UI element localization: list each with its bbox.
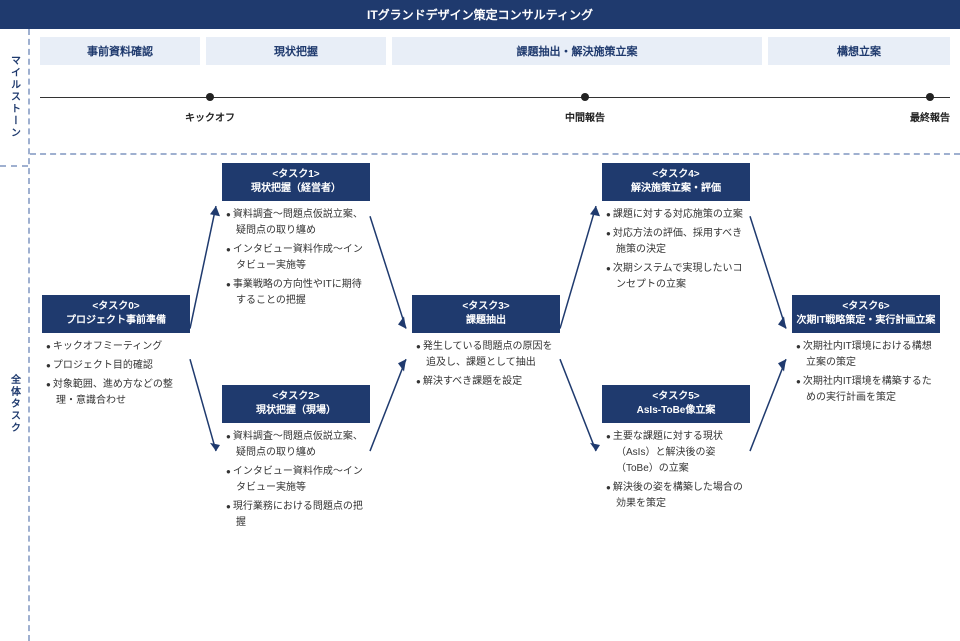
- task-item: プロジェクト目的確認: [46, 358, 186, 374]
- task-item: インタビュー資料作成～インタビュー実施等: [226, 242, 366, 274]
- milestone-dot: [206, 93, 214, 101]
- task-head: <タスク5>AsIs-ToBe像立案: [602, 385, 750, 423]
- task-item: 次期社内IT環境における構想立案の策定: [796, 339, 936, 371]
- task-t3: <タスク3>課題抽出発生している問題点の原因を追及し、課題として抽出解決すべき課…: [412, 295, 560, 393]
- task-item: 対象範囲、進め方などの整理・意識合わせ: [46, 377, 186, 409]
- label-milestone: マイルストーン: [0, 29, 28, 165]
- milestone-label: 最終報告: [910, 109, 950, 124]
- task-item: 解決すべき課題を設定: [416, 374, 556, 390]
- milestone-line: [40, 97, 950, 98]
- task-body: 次期社内IT環境における構想立案の策定次期社内IT環境を構築するための実行計画を…: [792, 333, 940, 406]
- task-head: <タスク2>現状把握（現場）: [222, 385, 370, 423]
- task-body: キックオフミーティングプロジェクト目的確認対象範囲、進め方などの整理・意識合わせ: [42, 333, 190, 409]
- task-item: 次期システムで実現したいコンセプトの立案: [606, 261, 746, 293]
- task-item: インタビュー資料作成～インタビュー実施等: [226, 464, 366, 496]
- main-title: ITグランドデザイン策定コンサルティング: [0, 0, 960, 29]
- task-item: 資料調査～問題点仮説立案、疑問点の取り纏め: [226, 207, 366, 239]
- task-item: 主要な課題に対する現状（AsIs）と解決後の姿（ToBe）の立案: [606, 429, 746, 477]
- task-body: 資料調査～問題点仮説立案、疑問点の取り纏めインタビュー資料作成～インタビュー実施…: [222, 423, 370, 531]
- task-body: 課題に対する対応施策の立案対応方法の評価、採用すべき施策の決定次期システムで実現…: [602, 201, 750, 293]
- milestone-row: キックオフ 中間報告 最終報告: [30, 65, 960, 155]
- task-t6: <タスク6>次期IT戦略策定・実行計画立案次期社内IT環境における構想立案の策定…: [792, 295, 940, 409]
- task-area: <タスク0>プロジェクト事前準備キックオフミーティングプロジェクト目的確認対象範…: [30, 155, 960, 641]
- task-head: <タスク4>解決施策立案・評価: [602, 163, 750, 201]
- left-column: マイルストーン 全体タスク: [0, 29, 28, 641]
- task-t4: <タスク4>解決施策立案・評価課題に対する対応施策の立案対応方法の評価、採用すべ…: [602, 163, 750, 296]
- task-t5: <タスク5>AsIs-ToBe像立案主要な課題に対する現状（AsIs）と解決後の…: [602, 385, 750, 515]
- phase-1: 現状把握: [206, 37, 386, 65]
- task-head: <タスク0>プロジェクト事前準備: [42, 295, 190, 333]
- diagram-root: ITグランドデザイン策定コンサルティング マイルストーン 全体タスク 事前資料確…: [0, 0, 960, 640]
- task-item: 事業戦略の方向性やITに期待することの把握: [226, 277, 366, 309]
- task-item: 資料調査～問題点仮説立案、疑問点の取り纏め: [226, 429, 366, 461]
- phase-2: 課題抽出・解決施策立案: [392, 37, 762, 65]
- right-column: 事前資料確認 現状把握 課題抽出・解決施策立案 構想立案 キックオフ 中間報告 最終…: [28, 29, 960, 641]
- task-item: キックオフミーティング: [46, 339, 186, 355]
- milestone-dot: [926, 93, 934, 101]
- task-t0: <タスク0>プロジェクト事前準備キックオフミーティングプロジェクト目的確認対象範…: [42, 295, 190, 412]
- content: マイルストーン 全体タスク 事前資料確認 現状把握 課題抽出・解決施策立案 構想…: [0, 29, 960, 641]
- task-item: 課題に対する対応施策の立案: [606, 207, 746, 223]
- phase-row: 事前資料確認 現状把握 課題抽出・解決施策立案 構想立案: [30, 29, 960, 65]
- task-t2: <タスク2>現状把握（現場）資料調査～問題点仮説立案、疑問点の取り纏めインタビュ…: [222, 385, 370, 534]
- task-head: <タスク6>次期IT戦略策定・実行計画立案: [792, 295, 940, 333]
- milestone-dot: [581, 93, 589, 101]
- task-t1: <タスク1>現状把握（経営者）資料調査～問題点仮説立案、疑問点の取り纏めインタビ…: [222, 163, 370, 312]
- milestone-label: キックオフ: [185, 109, 235, 124]
- phase-0: 事前資料確認: [40, 37, 200, 65]
- phase-3: 構想立案: [768, 37, 950, 65]
- task-item: 対応方法の評価、採用すべき施策の決定: [606, 226, 746, 258]
- task-head: <タスク3>課題抽出: [412, 295, 560, 333]
- task-item: 現行業務における問題点の把握: [226, 499, 366, 531]
- milestone-label: 中間報告: [565, 109, 605, 124]
- task-body: 主要な課題に対する現状（AsIs）と解決後の姿（ToBe）の立案解決後の姿を構築…: [602, 423, 750, 512]
- task-item: 発生している問題点の原因を追及し、課題として抽出: [416, 339, 556, 371]
- task-body: 資料調査～問題点仮説立案、疑問点の取り纏めインタビュー資料作成～インタビュー実施…: [222, 201, 370, 309]
- task-item: 次期社内IT環境を構築するための実行計画を策定: [796, 374, 936, 406]
- label-tasks: 全体タスク: [0, 165, 28, 641]
- task-body: 発生している問題点の原因を追及し、課題として抽出解決すべき課題を設定: [412, 333, 560, 390]
- task-head: <タスク1>現状把握（経営者）: [222, 163, 370, 201]
- task-item: 解決後の姿を構築した場合の効果を策定: [606, 480, 746, 512]
